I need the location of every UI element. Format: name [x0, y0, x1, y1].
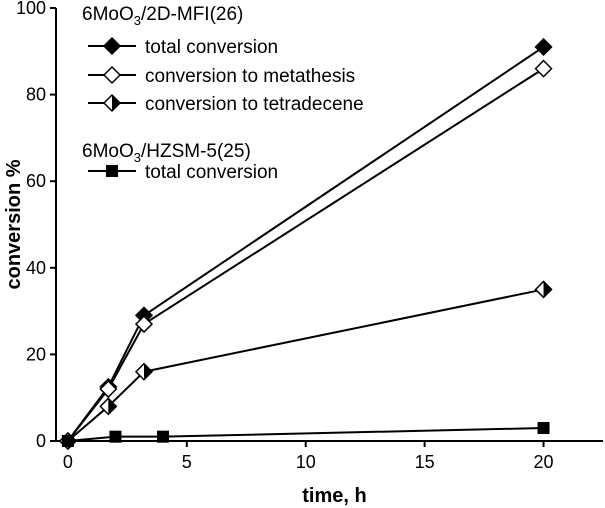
series-markers-3	[61, 422, 550, 447]
y-axis-title: conversion %	[3, 159, 25, 289]
legend: 6MoO3/2D-MFI(26) total conversion conversi…	[82, 4, 364, 183]
y-tick-label: 40	[26, 258, 46, 278]
legend-entry: total conversion	[88, 36, 278, 58]
marker-diamond	[534, 37, 553, 57]
marker-diamond-fill	[108, 398, 117, 415]
marker-square	[157, 430, 170, 443]
x-tick-label: 20	[534, 452, 554, 472]
y-tick-label: 20	[26, 344, 46, 364]
series-markers-2	[58, 280, 553, 451]
legend-group-title: 6MoO3/2D-MFI(26)	[82, 4, 243, 28]
marker-diamond	[102, 36, 122, 56]
marker-square	[537, 422, 550, 435]
y-tick-label: 80	[26, 85, 46, 105]
data-point	[157, 430, 170, 443]
data-point	[534, 59, 553, 78]
x-axis-title: time, h	[302, 485, 366, 507]
data-point	[61, 435, 74, 447]
legend-entry: conversion to metathesis	[88, 65, 355, 87]
marker-diamond-fill	[143, 363, 152, 380]
data-point	[109, 430, 122, 443]
data-point	[537, 422, 550, 435]
legend-label: total conversion	[145, 37, 278, 58]
series-layer	[58, 37, 553, 451]
series-2	[67, 288, 544, 442]
series-line	[67, 427, 544, 442]
series-markers-1	[58, 59, 553, 451]
legend-marker	[102, 36, 122, 56]
legend-marker	[106, 165, 118, 177]
y-tick-label: 100	[16, 0, 46, 18]
legend-group-title: 6MoO3/HZSM-5(25)	[82, 141, 251, 165]
axes	[55, 8, 603, 442]
data-point	[534, 37, 553, 57]
data-point	[134, 315, 154, 334]
data-point	[99, 397, 118, 416]
legend-label: conversion to metathesis	[145, 66, 355, 87]
legend-marker	[102, 93, 122, 113]
x-tick-label: 10	[296, 452, 316, 472]
marker-diamond-fill	[112, 95, 120, 111]
y-tick-label: 0	[36, 431, 46, 451]
legend-label: total conversion	[145, 162, 278, 183]
marker-diamond	[134, 315, 154, 334]
marker-square	[106, 165, 118, 177]
marker-square	[109, 430, 122, 443]
data-point	[99, 379, 118, 399]
legend-group-1: 6MoO3/HZSM-5(25)total conversion	[82, 141, 278, 183]
data-point	[134, 362, 154, 381]
y-tick-label: 60	[26, 171, 46, 191]
x-tick-label: 15	[415, 452, 435, 472]
series-1	[67, 67, 545, 442]
marker-diamond	[534, 59, 553, 78]
marker-diamond	[102, 65, 122, 85]
series-3	[67, 427, 544, 442]
legend-entry: total conversion	[88, 162, 278, 183]
x-tick-label: 5	[182, 452, 192, 472]
marker-square	[61, 435, 74, 447]
marker-diamond-fill	[543, 281, 552, 298]
x-tick-label: 0	[63, 452, 73, 472]
legend-group-0: 6MoO3/2D-MFI(26) total conversion conversi…	[82, 4, 364, 115]
legend-label: conversion to tetradecene	[145, 94, 364, 115]
series-line	[67, 67, 545, 442]
legend-marker	[102, 65, 122, 85]
data-point	[534, 280, 553, 299]
legend-entry: conversion to tetradecene	[88, 93, 364, 115]
series-line	[67, 288, 544, 442]
ticks: 0 20 40 60 80 100 0 5 10 15 20	[16, 0, 554, 472]
marker-diamond	[99, 379, 118, 399]
